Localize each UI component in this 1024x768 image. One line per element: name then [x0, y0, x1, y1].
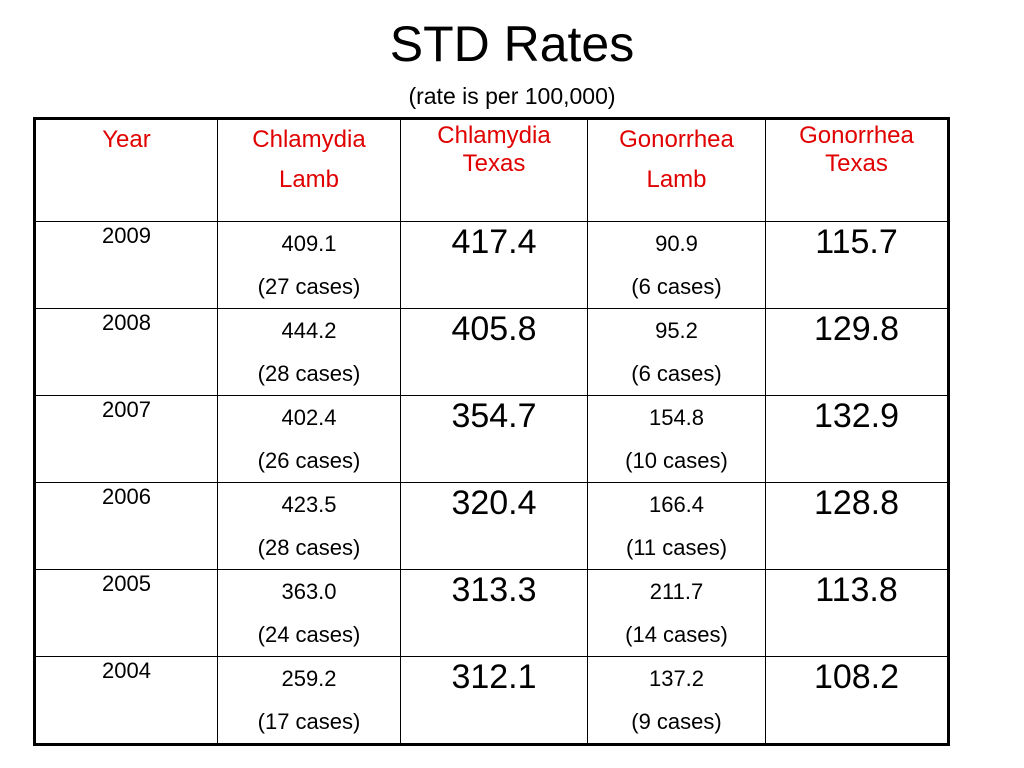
case-count: (17 cases) — [257, 709, 361, 734]
header-label-line2: Lamb — [278, 166, 340, 193]
table-row: 2007 402.4 (26 cases) 354.7 154.8 (10 ca… — [34, 395, 949, 483]
rate-value: 363.0 — [281, 579, 337, 604]
case-count: (24 cases) — [257, 622, 361, 647]
chlamydia-texas-cell: 405.8 — [400, 308, 588, 396]
case-count: (14 cases) — [625, 622, 728, 647]
gonorrhea-texas-cell: 129.8 — [765, 308, 949, 396]
table-row: 2009 409.1 (27 cases) 417.4 90.9 (6 case… — [34, 221, 949, 309]
rate-value: 409.1 — [281, 231, 337, 256]
table-row: 2004 259.2 (17 cases) 312.1 137.2 (9 cas… — [34, 656, 949, 745]
case-count: (26 cases) — [257, 448, 361, 473]
case-count: (11 cases) — [625, 535, 728, 560]
rate-value: 95.2 — [655, 318, 698, 343]
header-label-line2: Texas — [825, 150, 888, 177]
header-label-line2: Texas — [462, 150, 526, 177]
gonorrhea-texas-cell: 128.8 — [765, 482, 949, 570]
gonorrhea-lamb-cell: 95.2 (6 cases) — [587, 308, 766, 396]
case-count: (9 cases) — [631, 709, 722, 734]
rate-value: 154.8 — [648, 405, 705, 430]
gonorrhea-lamb-cell: 137.2 (9 cases) — [587, 656, 766, 745]
gonorrhea-lamb-cell: 211.7 (14 cases) — [587, 569, 766, 657]
case-count: (6 cases) — [631, 274, 722, 299]
header-label-line1: Gonorrhea — [619, 126, 734, 153]
page-title: STD Rates — [389, 16, 635, 72]
case-count: (6 cases) — [631, 361, 722, 386]
case-count: (28 cases) — [257, 535, 361, 560]
header-label-line1: Chlamydia — [252, 126, 366, 153]
header-chlamydia-texas: Chlamydia Texas — [400, 118, 588, 222]
header-label-line2: Lamb — [646, 166, 707, 193]
table-header-row: Year Chlamydia Lamb Chlamydia Texas Gono… — [34, 118, 949, 222]
chlamydia-texas-cell: 312.1 — [400, 656, 588, 745]
gonorrhea-texas-cell: 108.2 — [765, 656, 949, 745]
chlamydia-lamb-cell: 402.4 (26 cases) — [217, 395, 401, 483]
header-year-label: Year — [102, 126, 151, 153]
chlamydia-lamb-cell: 444.2 (28 cases) — [217, 308, 401, 396]
header-gonorrhea-lamb: Gonorrhea Lamb — [587, 118, 766, 222]
header-gonorrhea-texas: Gonorrhea Texas — [765, 118, 949, 222]
chlamydia-texas-cell: 354.7 — [400, 395, 588, 483]
year-cell: 2008 — [34, 308, 218, 396]
std-rates-table: Year Chlamydia Lamb Chlamydia Texas Gono… — [33, 117, 950, 746]
rate-value: 423.5 — [281, 492, 337, 517]
case-count: (27 cases) — [257, 274, 361, 299]
year-cell: 2005 — [34, 569, 218, 657]
year-cell: 2004 — [34, 656, 218, 745]
chlamydia-lamb-cell: 259.2 (17 cases) — [217, 656, 401, 745]
year-cell: 2006 — [34, 482, 218, 570]
chlamydia-lamb-cell: 363.0 (24 cases) — [217, 569, 401, 657]
case-count: (10 cases) — [625, 448, 728, 473]
table-row: 2006 423.5 (28 cases) 320.4 166.4 (11 ca… — [34, 482, 949, 570]
rate-value: 259.2 — [281, 666, 337, 691]
rate-value: 90.9 — [655, 231, 698, 256]
chlamydia-lamb-cell: 423.5 (28 cases) — [217, 482, 401, 570]
header-label-line1: Chlamydia — [437, 122, 551, 149]
rate-value: 444.2 — [281, 318, 337, 343]
header-label-line1: Gonorrhea — [799, 122, 914, 149]
gonorrhea-lamb-cell: 166.4 (11 cases) — [587, 482, 766, 570]
page-subtitle: (rate is per 100,000) — [408, 83, 616, 109]
year-cell: 2009 — [34, 221, 218, 309]
gonorrhea-texas-cell: 113.8 — [765, 569, 949, 657]
table-row: 2005 363.0 (24 cases) 313.3 211.7 (14 ca… — [34, 569, 949, 657]
gonorrhea-lamb-cell: 154.8 (10 cases) — [587, 395, 766, 483]
gonorrhea-texas-cell: 115.7 — [765, 221, 949, 309]
rate-value: 166.4 — [648, 492, 705, 517]
gonorrhea-lamb-cell: 90.9 (6 cases) — [587, 221, 766, 309]
header-year: Year — [34, 118, 218, 222]
chlamydia-texas-cell: 320.4 — [400, 482, 588, 570]
chlamydia-lamb-cell: 409.1 (27 cases) — [217, 221, 401, 309]
header-chlamydia-lamb: Chlamydia Lamb — [217, 118, 401, 222]
gonorrhea-texas-cell: 132.9 — [765, 395, 949, 483]
rate-value: 137.2 — [648, 666, 705, 691]
chlamydia-texas-cell: 313.3 — [400, 569, 588, 657]
year-cell: 2007 — [34, 395, 218, 483]
table-row: 2008 444.2 (28 cases) 405.8 95.2 (6 case… — [34, 308, 949, 396]
rate-value: 402.4 — [281, 405, 337, 430]
case-count: (28 cases) — [257, 361, 361, 386]
rate-value: 211.7 — [649, 579, 704, 604]
chlamydia-texas-cell: 417.4 — [400, 221, 588, 309]
